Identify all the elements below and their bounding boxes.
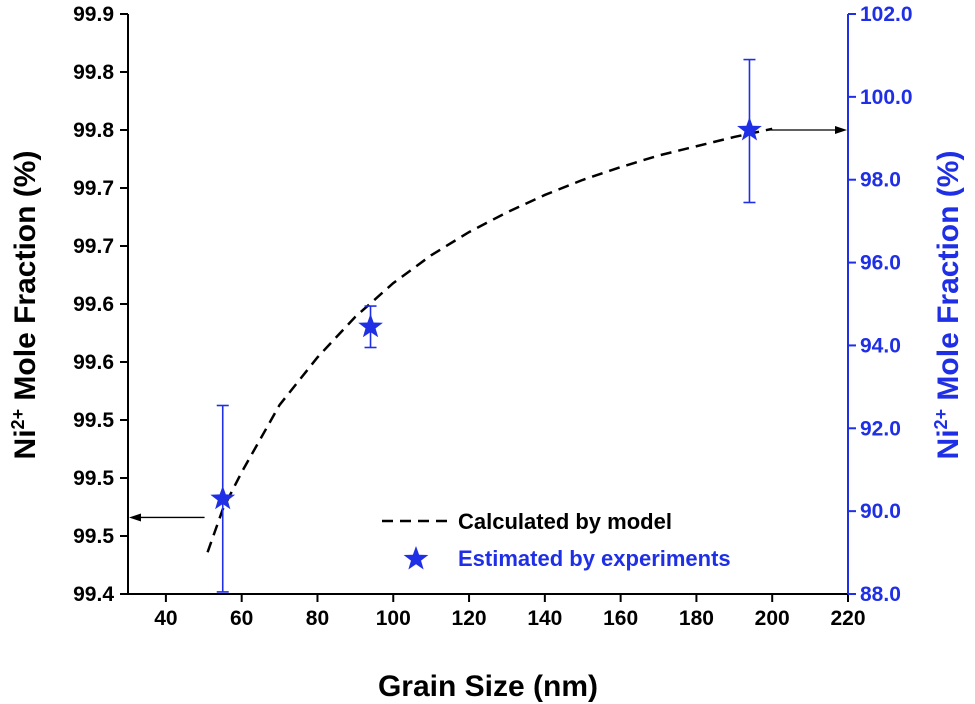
y-right-title-sup: 2+ (931, 409, 951, 430)
data-point-star (358, 313, 383, 338)
y-right-tick-label: 88.0 (860, 583, 901, 606)
y-right-tick-label: 94.0 (860, 334, 901, 357)
legend-label-experiments: Estimated by experiments (458, 546, 731, 571)
data-point-star (210, 485, 236, 510)
y-left-title-rest: Mole Fraction (%) (9, 151, 42, 409)
x-tick-label: 120 (452, 607, 487, 630)
y-axis-title-left: Ni2+ Mole Fraction (%) (8, 151, 42, 460)
y-left-tick-label: 99.4 (73, 583, 114, 606)
y-left-tick-label: 99.6 (73, 293, 114, 316)
x-tick-label: 40 (154, 607, 177, 630)
legend-star-swatch (403, 546, 429, 570)
arrowhead-left (129, 513, 141, 522)
x-tick-label: 200 (755, 607, 790, 630)
y-right-tick-label: 100.0 (860, 86, 913, 109)
x-tick-label: 140 (527, 607, 562, 630)
y-left-tick-label: 99.8 (73, 119, 114, 142)
y-right-tick-label: 92.0 (860, 417, 901, 440)
y-left-tick-label: 99.5 (73, 409, 114, 432)
series-model-line (206, 127, 773, 553)
data-point-star (737, 117, 762, 141)
legend-label-model: Calculated by model (458, 509, 672, 534)
x-axis-title: Grain Size (nm) (378, 670, 598, 703)
y-left-tick-label: 99.8 (73, 61, 114, 84)
y-right-title-base: Ni (932, 429, 965, 459)
y-right-tick-label: 98.0 (860, 169, 901, 192)
x-tick-label: 160 (603, 607, 638, 630)
legend: Calculated by model Estimated by experim… (382, 509, 731, 571)
y-left-tick-label: 99.7 (73, 177, 114, 200)
y-right-tick-label: 102.0 (860, 3, 913, 26)
y-right-title-rest: Mole Fraction (%) (932, 151, 965, 409)
y-left-tick-label: 99.6 (73, 351, 114, 374)
y-right-tick-label: 96.0 (860, 252, 901, 275)
plot-area (129, 58, 847, 593)
y-left-title-sup: 2+ (8, 409, 28, 430)
arrowhead-right (835, 126, 847, 134)
x-tick-label: 80 (306, 607, 329, 630)
y-right-tick-label: 90.0 (860, 500, 901, 523)
x-tick-label: 220 (830, 607, 865, 630)
x-tick-label: 180 (679, 607, 714, 630)
y-left-tick-label: 99.5 (73, 525, 114, 548)
y-left-tick-label: 99.7 (73, 235, 114, 258)
x-tick-label: 60 (230, 607, 253, 630)
x-tick-label: 100 (376, 607, 411, 630)
y-left-title-base: Ni (9, 429, 42, 459)
y-left-tick-label: 99.5 (73, 467, 114, 490)
y-axis-title-right: Ni2+ Mole Fraction (%) (931, 151, 965, 460)
y-left-tick-label: 99.9 (73, 3, 114, 26)
axes: 40 60 80 100 120 140 160 180 200 220 99.4 99.5 99.5 9… (73, 3, 912, 630)
